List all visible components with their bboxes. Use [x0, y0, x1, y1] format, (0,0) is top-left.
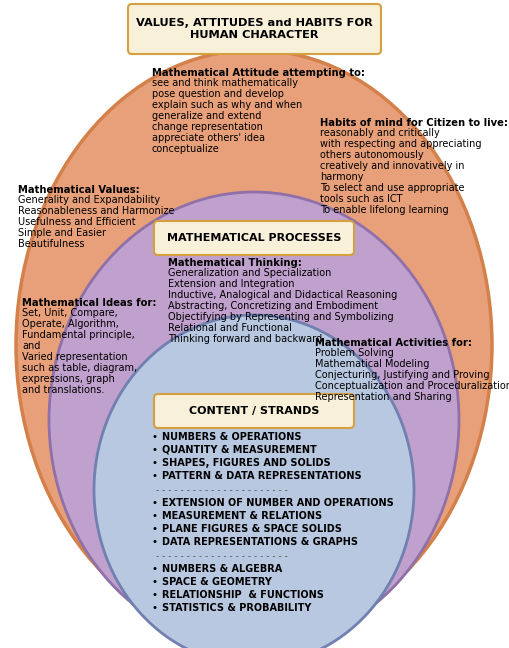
- Text: •: •: [152, 511, 158, 521]
- Text: Mathematical Attitude attempting to:: Mathematical Attitude attempting to:: [152, 68, 365, 78]
- Text: SHAPES, FIGURES AND SOLIDS: SHAPES, FIGURES AND SOLIDS: [162, 458, 331, 468]
- Text: Varied representation: Varied representation: [22, 352, 128, 362]
- Text: Conceptualization and Proceduralization: Conceptualization and Proceduralization: [315, 381, 509, 391]
- Text: Habits of mind for Citizen to live:: Habits of mind for Citizen to live:: [320, 118, 508, 128]
- Text: •: •: [152, 603, 158, 613]
- Text: - - - - - - - - - - - - - - - - - - - - - -: - - - - - - - - - - - - - - - - - - - - …: [156, 552, 291, 561]
- Text: STATISTICS & PROBABILITY: STATISTICS & PROBABILITY: [162, 603, 312, 613]
- Text: reasonably and critically: reasonably and critically: [320, 128, 440, 138]
- FancyBboxPatch shape: [128, 4, 381, 54]
- Text: Mathematical Thinking:: Mathematical Thinking:: [168, 258, 302, 268]
- Text: MATHEMATICAL PROCESSES: MATHEMATICAL PROCESSES: [167, 233, 341, 243]
- Text: generalize and extend: generalize and extend: [152, 111, 262, 121]
- Ellipse shape: [49, 192, 459, 648]
- Text: and: and: [22, 341, 40, 351]
- Text: Thinking forward and backward: Thinking forward and backward: [168, 334, 322, 344]
- Text: Abstracting, Concretizing and Embodiment: Abstracting, Concretizing and Embodiment: [168, 301, 378, 311]
- Text: Objectifying by Representing and Symbolizing: Objectifying by Representing and Symboli…: [168, 312, 393, 322]
- Text: Generality and Expandability: Generality and Expandability: [18, 195, 160, 205]
- Text: Set, Unit, Compare,: Set, Unit, Compare,: [22, 308, 118, 318]
- Text: Mathematical Values:: Mathematical Values:: [18, 185, 140, 195]
- FancyBboxPatch shape: [154, 394, 354, 428]
- Text: EXTENSION OF NUMBER AND OPERATIONS: EXTENSION OF NUMBER AND OPERATIONS: [162, 498, 394, 508]
- Text: •: •: [152, 577, 158, 587]
- Text: SPACE & GEOMETRY: SPACE & GEOMETRY: [162, 577, 272, 587]
- Text: Usefulness and Efficient: Usefulness and Efficient: [18, 217, 135, 227]
- Text: MEASUREMENT & RELATIONS: MEASUREMENT & RELATIONS: [162, 511, 322, 521]
- Text: creatively and innovatively in: creatively and innovatively in: [320, 161, 465, 171]
- Text: expressions, graph: expressions, graph: [22, 374, 115, 384]
- Text: •: •: [152, 471, 158, 481]
- Text: Inductive, Analogical and Didactical Reasoning: Inductive, Analogical and Didactical Rea…: [168, 290, 397, 300]
- Text: •: •: [152, 445, 158, 455]
- Text: Conjecturing, Justifying and Proving: Conjecturing, Justifying and Proving: [315, 370, 490, 380]
- Text: •: •: [152, 590, 158, 600]
- Text: Beautifulness: Beautifulness: [18, 239, 84, 249]
- Text: Mathematical Ideas for:: Mathematical Ideas for:: [22, 298, 156, 308]
- Text: Fundamental principle,: Fundamental principle,: [22, 330, 135, 340]
- Text: and translations.: and translations.: [22, 385, 104, 395]
- Text: such as table, diagram,: such as table, diagram,: [22, 363, 137, 373]
- Text: •: •: [152, 524, 158, 534]
- Text: Generalization and Specialization: Generalization and Specialization: [168, 268, 331, 278]
- Text: RELATIONSHIP  & FUNCTIONS: RELATIONSHIP & FUNCTIONS: [162, 590, 324, 600]
- Text: conceptualize: conceptualize: [152, 144, 220, 154]
- Text: Reasonableness and Harmonize: Reasonableness and Harmonize: [18, 206, 175, 216]
- Text: NUMBERS & ALGEBRA: NUMBERS & ALGEBRA: [162, 564, 282, 574]
- Text: PLANE FIGURES & SPACE SOLIDS: PLANE FIGURES & SPACE SOLIDS: [162, 524, 342, 534]
- Text: •: •: [152, 498, 158, 508]
- Text: - - - - - - - - - - - - - - - - - - - - - -: - - - - - - - - - - - - - - - - - - - - …: [156, 486, 291, 495]
- Text: tools such as ICT: tools such as ICT: [320, 194, 403, 204]
- Text: Representation and Sharing: Representation and Sharing: [315, 392, 451, 402]
- Text: To enable lifelong learning: To enable lifelong learning: [320, 205, 448, 215]
- Text: VALUES, ATTITUDES and HABITS FOR
HUMAN CHARACTER: VALUES, ATTITUDES and HABITS FOR HUMAN C…: [136, 18, 373, 40]
- FancyBboxPatch shape: [154, 221, 354, 255]
- Text: see and think mathematically: see and think mathematically: [152, 78, 298, 88]
- Text: CONTENT / STRANDS: CONTENT / STRANDS: [189, 406, 319, 416]
- Text: DATA REPRESENTATIONS & GRAPHS: DATA REPRESENTATIONS & GRAPHS: [162, 537, 358, 547]
- Text: appreciate others' idea: appreciate others' idea: [152, 133, 265, 143]
- Text: QUANTITY & MEASUREMENT: QUANTITY & MEASUREMENT: [162, 445, 317, 455]
- Text: Simple and Easier: Simple and Easier: [18, 228, 106, 238]
- Text: pose question and develop: pose question and develop: [152, 89, 284, 99]
- Text: explain such as why and when: explain such as why and when: [152, 100, 302, 110]
- Text: Operate, Algorithm,: Operate, Algorithm,: [22, 319, 119, 329]
- Text: NUMBERS & OPERATIONS: NUMBERS & OPERATIONS: [162, 432, 301, 442]
- Ellipse shape: [94, 315, 414, 648]
- Text: harmony: harmony: [320, 172, 363, 182]
- Text: •: •: [152, 537, 158, 547]
- Text: Mathematical Activities for:: Mathematical Activities for:: [315, 338, 472, 348]
- Text: others autonomously: others autonomously: [320, 150, 423, 160]
- Text: change representation: change representation: [152, 122, 263, 132]
- Text: •: •: [152, 432, 158, 442]
- Text: •: •: [152, 564, 158, 574]
- Text: Problem Solving: Problem Solving: [315, 348, 394, 358]
- Text: •: •: [152, 458, 158, 468]
- Ellipse shape: [16, 50, 492, 640]
- Text: To select and use appropriate: To select and use appropriate: [320, 183, 465, 193]
- Text: Extension and Integration: Extension and Integration: [168, 279, 295, 289]
- Text: PATTERN & DATA REPRESENTATIONS: PATTERN & DATA REPRESENTATIONS: [162, 471, 361, 481]
- Text: with respecting and appreciating: with respecting and appreciating: [320, 139, 482, 149]
- Text: Relational and Functional: Relational and Functional: [168, 323, 292, 333]
- Text: Mathematical Modeling: Mathematical Modeling: [315, 359, 430, 369]
